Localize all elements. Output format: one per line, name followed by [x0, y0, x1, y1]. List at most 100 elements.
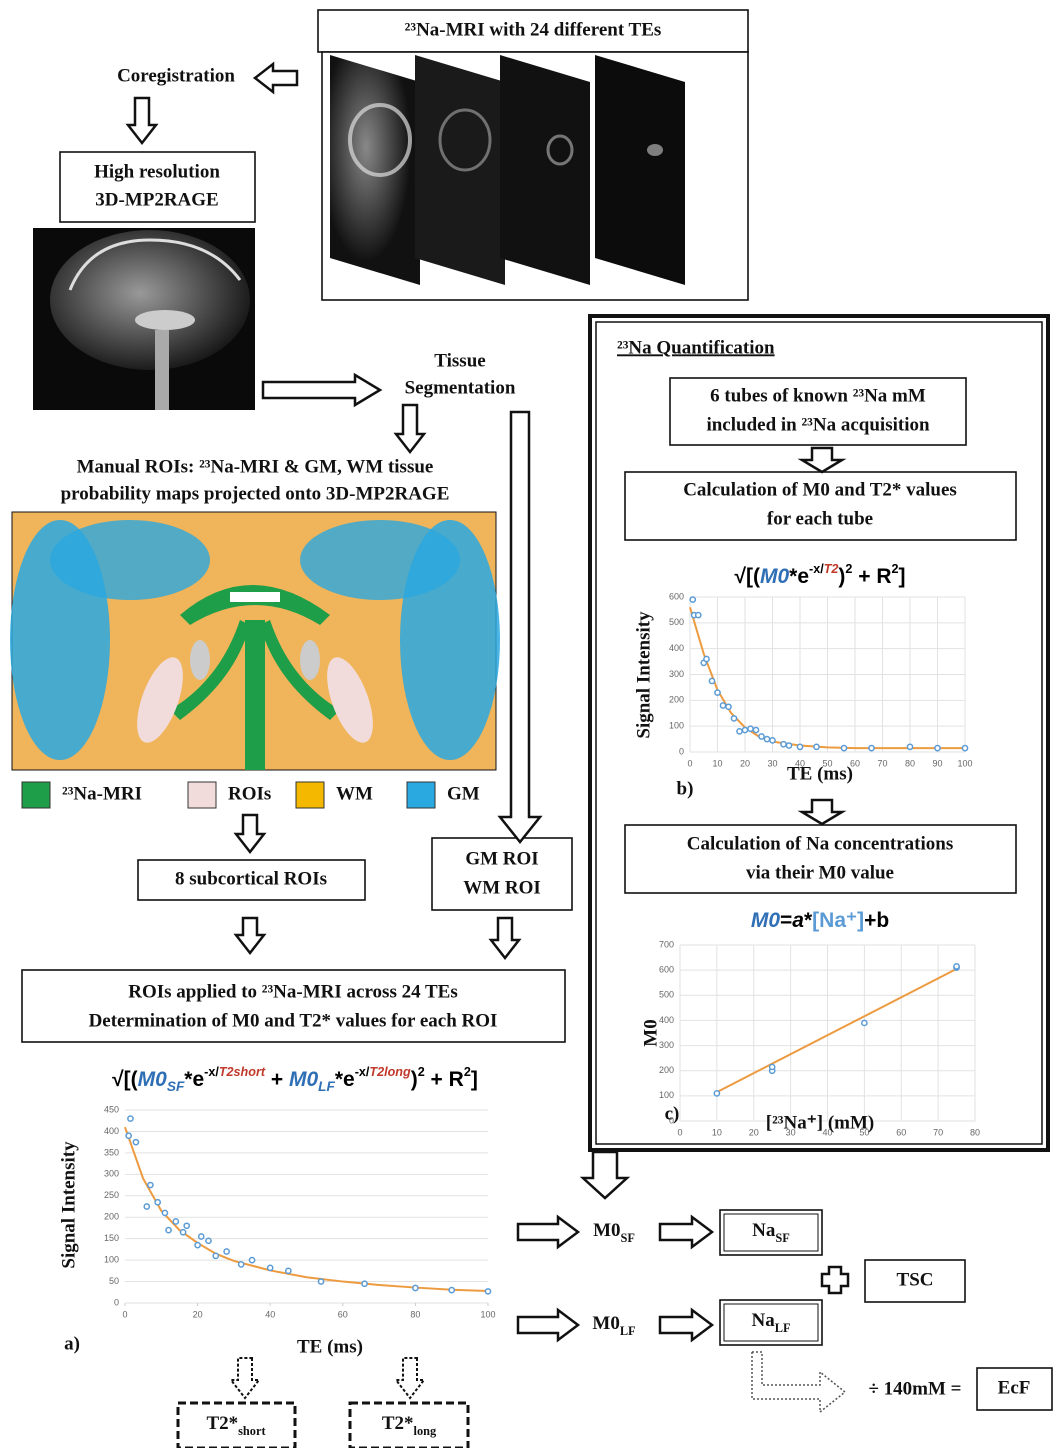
data-point — [840, 744, 848, 752]
x-tick-label: 70 — [877, 758, 887, 768]
m0-sf: M0SF — [593, 1220, 635, 1244]
formula-part: M0 — [751, 909, 780, 932]
formula: M0=a*[Na⁺]+b — [751, 909, 889, 932]
gm-wm-box — [431, 837, 573, 911]
formula-part: √[( — [112, 1068, 138, 1091]
legend-label: ROIs — [228, 783, 271, 804]
formula-part: *e — [335, 1068, 355, 1091]
data-point — [725, 703, 732, 711]
tsc: TSC — [897, 1269, 934, 1290]
formula-part: 2 — [892, 562, 899, 576]
fit-line — [716, 967, 958, 1093]
arrow — [516, 1307, 581, 1343]
gm-wm-line: GM ROI — [465, 848, 538, 869]
na-sf-main: Na — [752, 1220, 776, 1241]
quant-frame-inner — [595, 321, 1043, 1145]
data-point — [197, 1233, 205, 1240]
formula: √[(M0*e-x/T2)2 + R2] — [734, 562, 905, 587]
formula: √[(M0SF*e-x/T2short + M0LF*e-x/T2long)2 … — [112, 1065, 478, 1094]
y-tick-label: 200 — [669, 695, 684, 705]
t2-long-box — [348, 1401, 470, 1448]
manual-rois-line: probability maps projected onto 3D-MP2RA… — [61, 483, 450, 504]
segmentation-image — [10, 511, 500, 771]
y-tick-label: 100 — [104, 1254, 119, 1264]
x-tick-label: 50 — [822, 758, 832, 768]
manual-rois-line: Manual ROIs: ²³Na-MRI & GM, WM tissue — [77, 456, 434, 477]
na-lf-sub: LF — [775, 1321, 791, 1335]
data-point — [861, 1019, 868, 1027]
x-tick-label: 0 — [122, 1309, 127, 1319]
segmentation-line: Segmentation — [405, 377, 516, 398]
m0-lf-sub: LF — [620, 1324, 636, 1338]
mp2rage-line: High resolution — [94, 161, 220, 182]
formula-part: 2 — [845, 562, 852, 576]
subcortical-box — [137, 859, 366, 901]
data-point — [813, 743, 820, 751]
y-tick-label: 700 — [659, 939, 674, 949]
x-tick-label: 60 — [850, 758, 860, 768]
y-tick-label: 500 — [659, 990, 674, 1000]
x-tick-label: 60 — [896, 1127, 906, 1137]
data-point — [752, 726, 760, 734]
arrow — [393, 1357, 427, 1400]
calc-m0-line: Calculation of M0 and T2* values — [683, 479, 957, 500]
fit-line — [124, 1126, 489, 1292]
y-tick-label: 300 — [104, 1169, 119, 1179]
data-point — [708, 677, 716, 685]
formula-part: LF — [318, 1079, 335, 1094]
formula-part: + R — [852, 565, 891, 588]
ecf-box — [976, 1367, 1053, 1411]
arrow — [252, 61, 299, 95]
formula-part: + — [265, 1068, 289, 1091]
data-point — [758, 733, 765, 740]
data-point — [906, 743, 914, 751]
data-point — [237, 1261, 245, 1268]
x-tick-label: 60 — [338, 1309, 348, 1319]
arrow — [797, 446, 847, 474]
formula-part: ) — [411, 1068, 418, 1091]
subcortical: 8 subcortical ROIs — [175, 868, 327, 889]
formula-part: ) — [838, 565, 845, 588]
data-point — [713, 1089, 721, 1097]
legend-label: GM — [447, 783, 480, 804]
segmentation-line: Tissue — [434, 350, 485, 371]
data-point — [179, 1228, 187, 1236]
y-tick-label: 400 — [104, 1126, 119, 1136]
calc-na-box — [624, 824, 1017, 894]
tubes-box — [669, 377, 967, 446]
formula-part: T2short — [219, 1065, 266, 1079]
formula-part: M0 — [138, 1068, 167, 1091]
y-tick-label: 150 — [104, 1233, 119, 1243]
data-point — [703, 655, 710, 663]
x-axis-label: [²³Na⁺] (mM) — [766, 1112, 874, 1133]
x-tick-label: 100 — [957, 758, 972, 768]
y-axis-label: Signal Intensity — [58, 1141, 79, 1269]
data-point — [785, 742, 793, 749]
x-tick-label: 0 — [687, 758, 692, 768]
y-tick-label: 0 — [669, 1115, 674, 1125]
na-sf-box — [719, 1209, 823, 1256]
data-point — [205, 1237, 212, 1245]
x-tick-label: 20 — [749, 1127, 759, 1137]
na-sf: NaSF — [752, 1220, 790, 1244]
legend-swatch — [21, 781, 51, 809]
t2-long: T2*long — [382, 1413, 437, 1437]
x-axis-label: TE (ms) — [297, 1336, 363, 1357]
legend-label: WM — [336, 783, 373, 804]
formula-part: -x/ — [355, 1065, 370, 1079]
x-tick-label: 30 — [786, 1127, 796, 1137]
t2-short: T2*short — [206, 1413, 266, 1437]
tsc-box — [864, 1259, 966, 1303]
data-point — [127, 1115, 134, 1122]
t2-long-sub: long — [414, 1424, 437, 1438]
data-point — [953, 963, 960, 970]
formula-part: 2 — [418, 1065, 425, 1079]
arrow — [579, 1150, 631, 1200]
x-tick-label: 10 — [712, 1127, 722, 1137]
rois-applied-line: Determination of M0 and T2* values for e… — [89, 1010, 498, 1031]
calc-na-line: Calculation of Na concentrations — [687, 833, 954, 854]
x-tick-label: 20 — [193, 1309, 203, 1319]
y-tick-label: 100 — [659, 1090, 674, 1100]
y-tick-label: 200 — [104, 1212, 119, 1222]
